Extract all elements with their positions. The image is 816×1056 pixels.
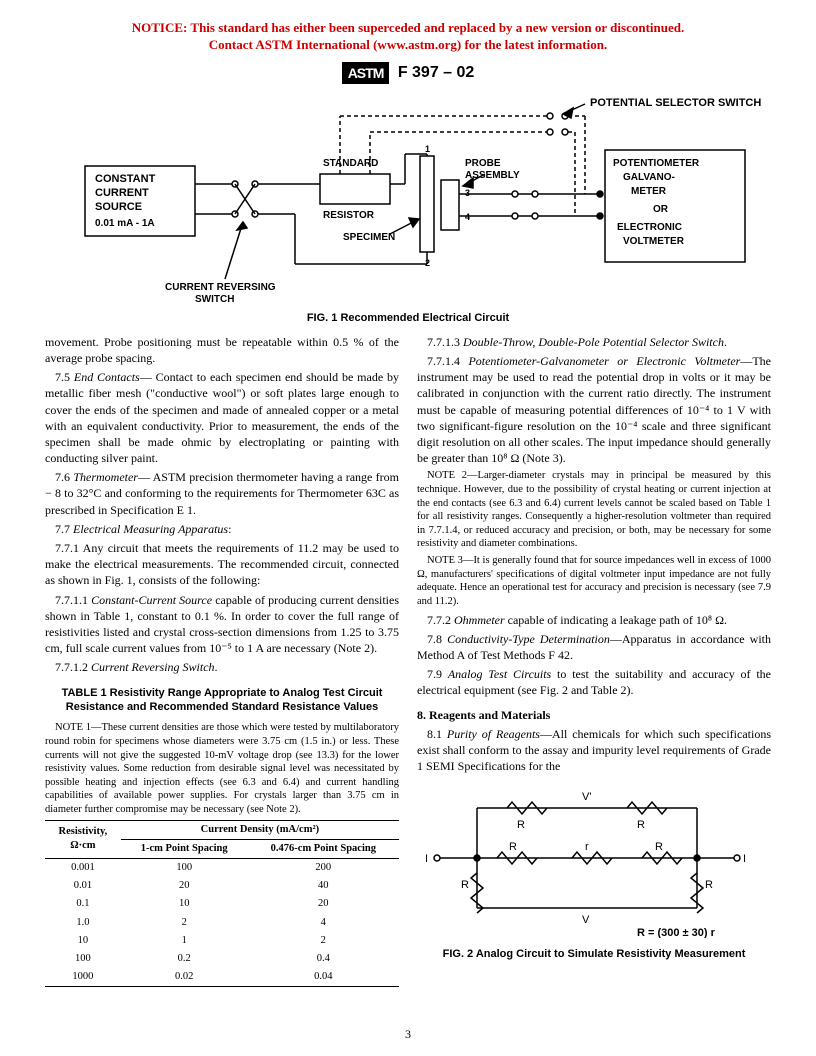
table-cell: 1000 [45,968,121,987]
svg-text:2: 2 [425,258,430,268]
svg-text:3: 3 [465,188,470,198]
p-7-7-1-4: 7.7.1.4 Potentiometer-Galvanometer or El… [417,353,771,466]
standard-id: F 397 – 02 [398,64,475,81]
table-cell: 200 [248,859,399,878]
svg-text:V: V [582,914,590,926]
table-cell: 0.4 [248,950,399,968]
table1-note: NOTE 1—These current densities are those… [45,721,399,816]
svg-text:R: R [637,819,645,831]
svg-text:I: I [743,853,746,865]
svg-text:SPECIMEN: SPECIMEN [343,232,395,243]
svg-text:METER: METER [631,186,667,197]
svg-text:r: r [585,841,589,853]
svg-text:VOLTMETER: VOLTMETER [623,236,685,247]
svg-text:CURRENT REVERSING: CURRENT REVERSING [165,282,276,293]
table-cell: 100 [121,859,248,878]
table-cell: 2 [121,914,248,932]
p-7-7-1-2: 7.7.1.2 Current Reversing Switch. [45,659,399,675]
table-cell: 0.04 [248,968,399,987]
p-7-8: 7.8 Conductivity-Type Determination—Appa… [417,631,771,663]
svg-text:POTENTIAL SELECTOR SWITCH: POTENTIAL SELECTOR SWITCH [590,97,761,109]
svg-text:R: R [517,819,525,831]
table-cell: 0.1 [45,895,121,913]
left-column: movement. Probe positioning must be repe… [45,334,399,987]
svg-text:V': V' [582,791,591,803]
table-cell: 1 [121,932,248,950]
p-7-7-1-3: 7.7.1.3 Double-Throw, Double-Pole Potent… [417,334,771,350]
notice-banner: NOTICE: This standard has either been su… [45,20,771,54]
table-1: Resistivity, Ω·cm Current Density (mA/cm… [45,820,399,988]
notice-line2: Contact ASTM International (www.astm.org… [45,37,771,54]
p-7-7-1: 7.7.1 Any circuit that meets the require… [45,540,399,589]
table-cell: 10 [121,895,248,913]
svg-text:1: 1 [425,144,430,154]
p-7-5: 7.5 End Contacts— Contact to each specim… [45,369,399,466]
table-cell: 10 [45,932,121,950]
table1-title: TABLE 1 Resistivity Range Appropriate to… [45,686,399,716]
table-cell: 1.0 [45,914,121,932]
svg-text:R: R [705,879,713,891]
p-7-7: 7.7 Electrical Measuring Apparatus: [45,521,399,537]
p-7-7-1-1: 7.7.1.1 Constant-Current Source capable … [45,592,399,657]
body-columns: movement. Probe positioning must be repe… [45,334,771,987]
table-cell: 0.02 [121,968,248,987]
table-cell: 2 [248,932,399,950]
fig1-caption: FIG. 1 Recommended Electrical Circuit [45,312,771,324]
table-cell: 100 [45,950,121,968]
right-column: 7.7.1.3 Double-Throw, Double-Pole Potent… [417,334,771,987]
p-8-1: 8.1 Purity of Reagents—All chemicals for… [417,726,771,775]
svg-text:SOURCE: SOURCE [95,201,142,213]
p-7-7-2: 7.7.2 Ohmmeter capable of indicating a l… [417,612,771,628]
svg-text:4: 4 [465,212,470,222]
svg-text:0.01 mA - 1A: 0.01 mA - 1A [95,218,155,229]
svg-text:OR: OR [653,204,669,215]
svg-text:I: I [425,853,428,865]
astm-logo: ASTM [342,62,390,84]
p-7-9: 7.9 Analog Test Circuits to test the sui… [417,666,771,698]
page-number: 3 [0,1027,816,1042]
figure-2: V' V I I R R R r R R R R = (300 ± 30) r … [417,788,771,961]
table-cell: 20 [248,895,399,913]
fig1-svg: POTENTIAL SELECTOR SWITCH CONSTANT CURRE… [45,94,771,304]
table-cell: 4 [248,914,399,932]
note-2: NOTE 2—Larger-diameter crystals may in p… [417,469,771,551]
svg-text:R: R [461,879,469,891]
svg-text:CURRENT: CURRENT [95,187,149,199]
svg-text:R: R [655,841,663,853]
table-cell: 0.01 [45,877,121,895]
fig2-svg: V' V I I R R R r R R R R = (300 ± 30) r [417,788,757,938]
p-7-4-cont: movement. Probe positioning must be repe… [45,334,399,366]
table-cell: 0.001 [45,859,121,878]
svg-text:SWITCH: SWITCH [195,294,234,304]
table-cell: 20 [121,877,248,895]
svg-text:STANDARD: STANDARD [323,158,378,169]
fig2-caption: FIG. 2 Analog Circuit to Simulate Resist… [417,947,771,962]
note-3: NOTE 3—It is generally found that for so… [417,554,771,609]
table-cell: 0.2 [121,950,248,968]
svg-text:ASSEMBLY: ASSEMBLY [465,170,520,181]
p-7-6: 7.6 Thermometer— ASTM precision thermome… [45,469,399,518]
svg-text:GALVANO-: GALVANO- [623,172,675,183]
svg-text:RESISTOR: RESISTOR [323,210,375,221]
svg-text:R: R [509,841,517,853]
standard-title: ASTM F 397 – 02 [45,62,771,84]
svg-text:R = (300 ± 30) r: R = (300 ± 30) r [637,927,716,938]
table-cell: 40 [248,877,399,895]
figure-1: POTENTIAL SELECTOR SWITCH CONSTANT CURRE… [45,94,771,324]
svg-text:PROBE: PROBE [465,158,501,169]
svg-text:ELECTRONIC: ELECTRONIC [617,222,682,233]
section-8-head: 8. Reagents and Materials [417,707,771,723]
svg-text:CONSTANT: CONSTANT [95,173,156,185]
svg-text:POTENTIOMETER: POTENTIOMETER [613,158,700,169]
notice-line1: NOTICE: This standard has either been su… [45,20,771,37]
